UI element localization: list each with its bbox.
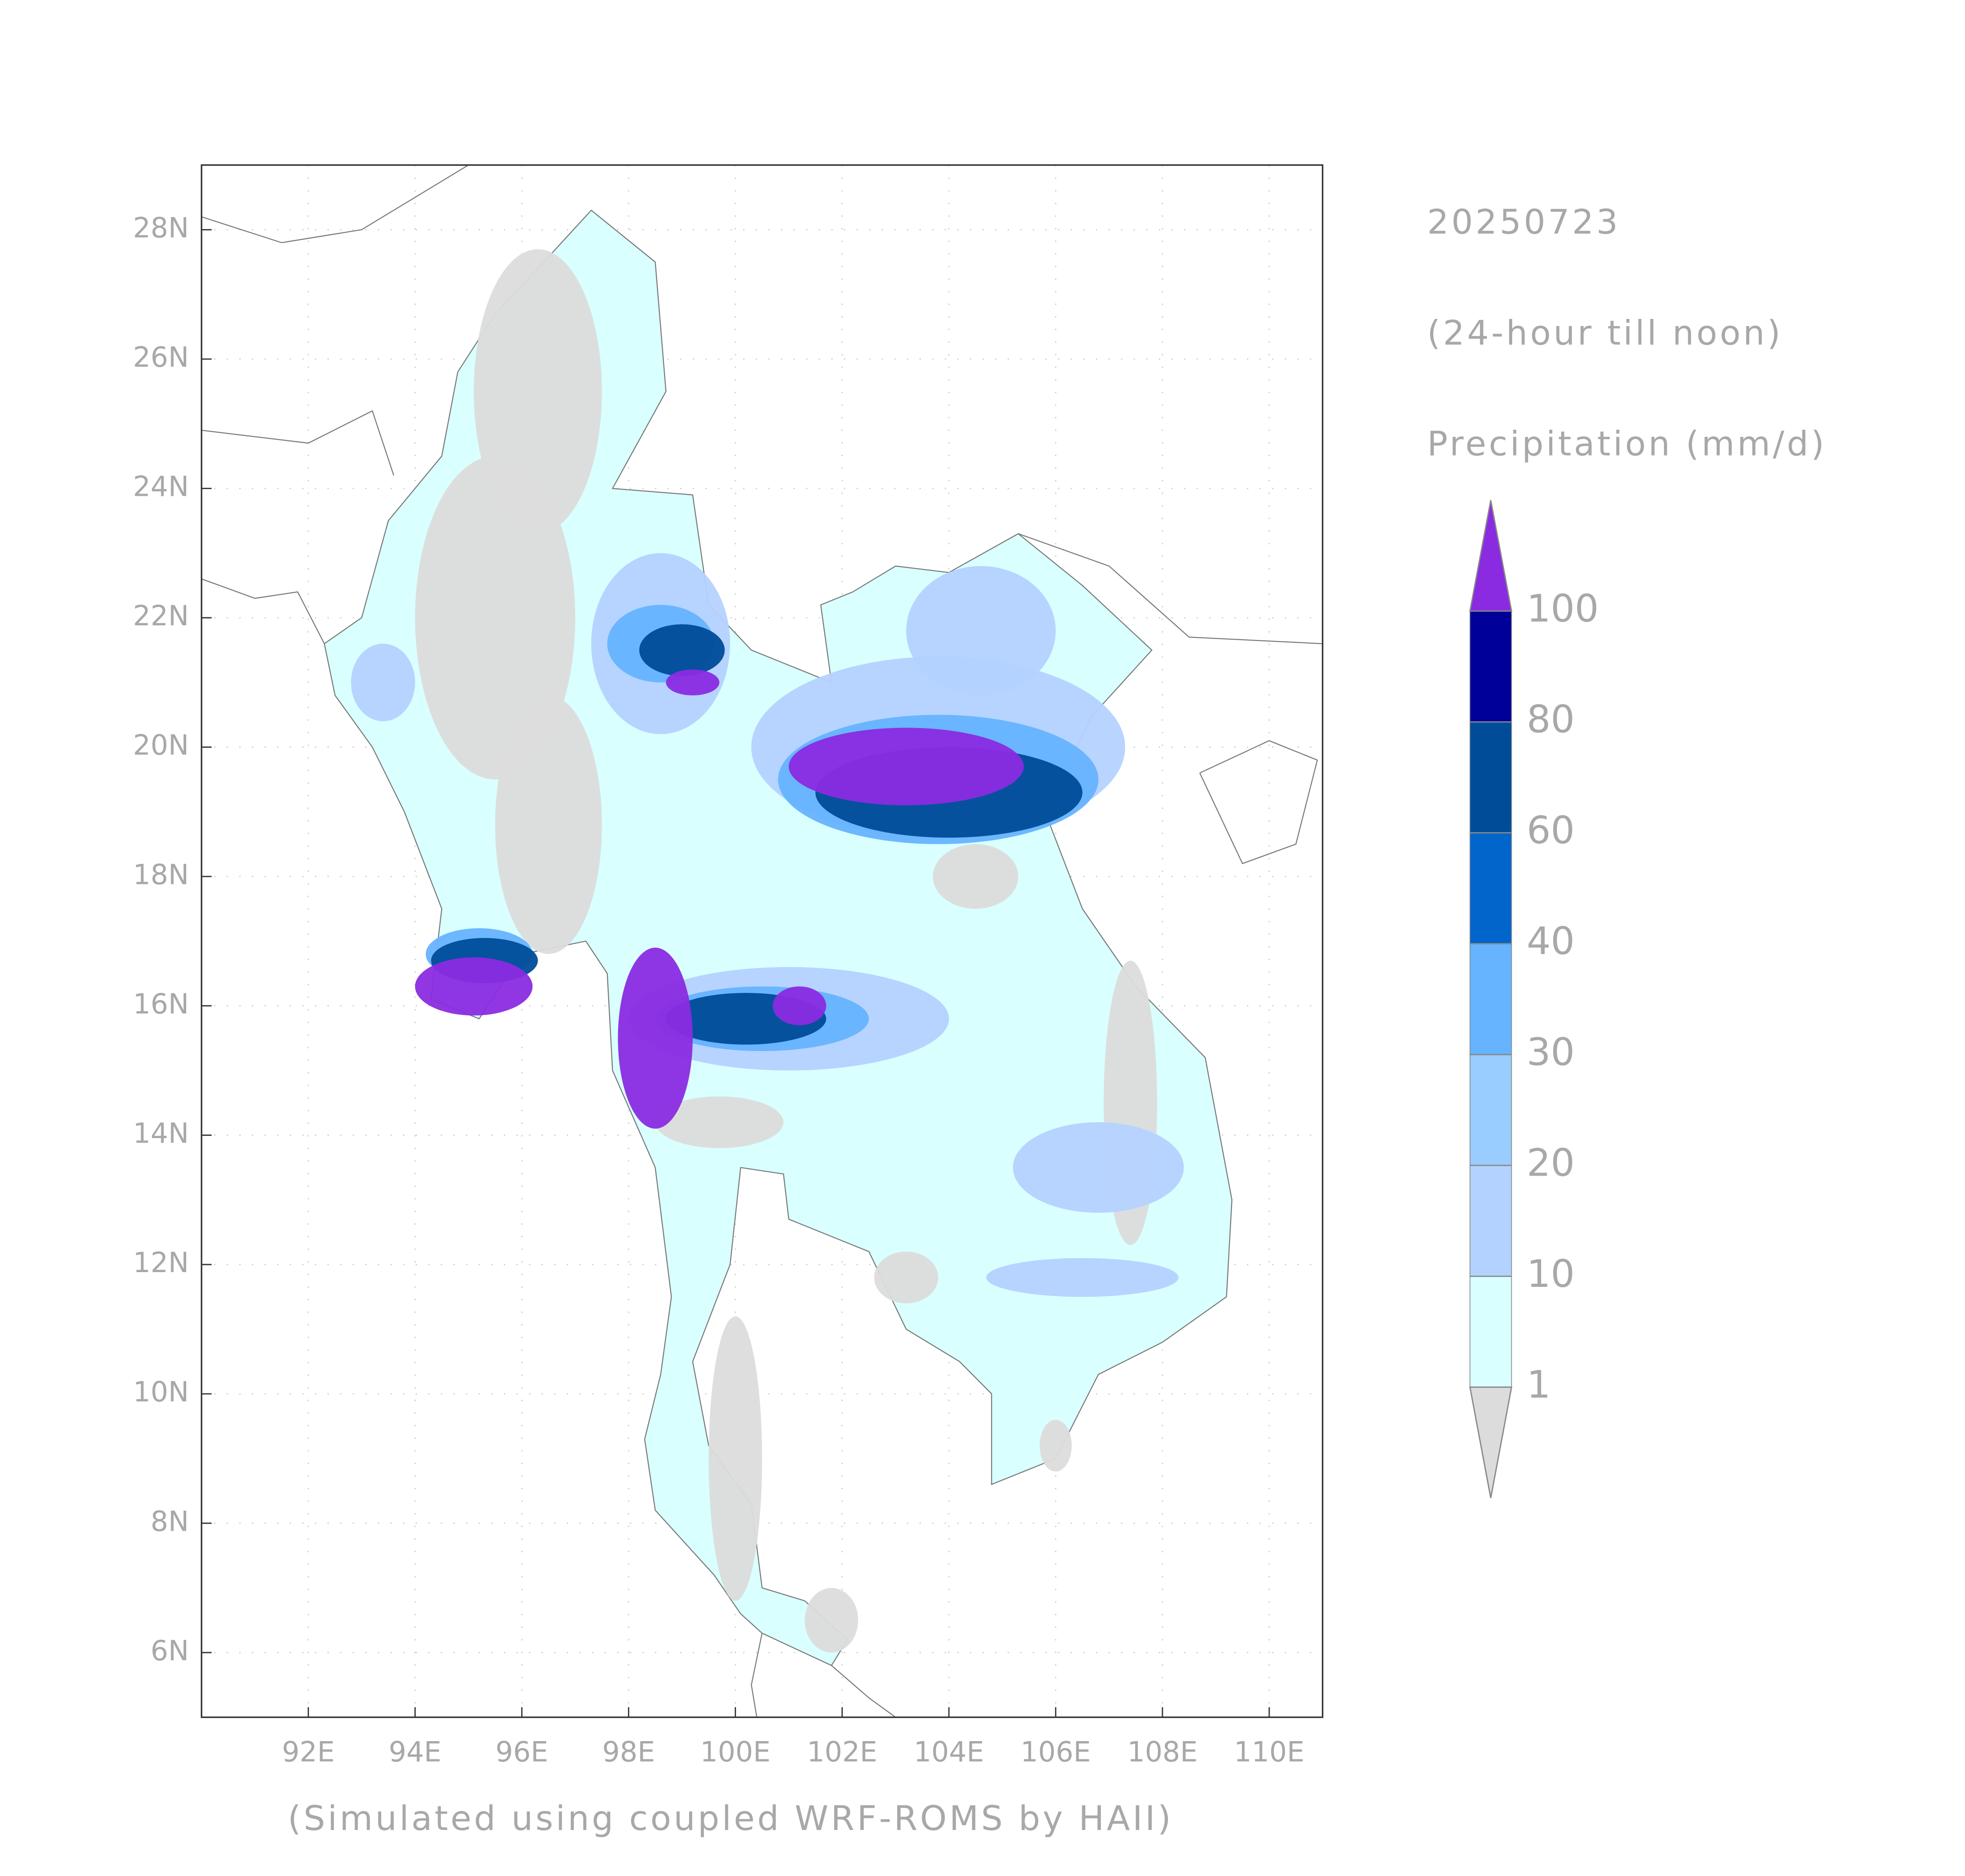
colorbar-segment bbox=[1469, 832, 1512, 944]
y-tick-label: 18N bbox=[133, 858, 189, 891]
colorbar-label: 20 bbox=[1526, 1141, 1575, 1185]
coastline bbox=[751, 1633, 763, 1717]
y-tick-label: 28N bbox=[133, 211, 189, 244]
precip-patch bbox=[415, 957, 533, 1016]
y-tick-label: 8N bbox=[151, 1505, 189, 1537]
footer: (Simulated using coupled WRF-ROMS by HAI… bbox=[288, 1798, 1173, 1838]
x-tick-label: 106E bbox=[1020, 1735, 1091, 1768]
y-tick-label: 10N bbox=[133, 1376, 189, 1408]
colorbar-label: 60 bbox=[1526, 808, 1575, 852]
x-tick-label: 104E bbox=[914, 1735, 984, 1768]
coastline bbox=[831, 1665, 896, 1717]
date-label: 20250723 bbox=[1427, 202, 1621, 242]
colorbar-label: 30 bbox=[1526, 1030, 1575, 1074]
precip-patch bbox=[789, 728, 1024, 805]
y-tick-label: 6N bbox=[151, 1634, 189, 1667]
precip-patch bbox=[1013, 1122, 1184, 1213]
x-tick-label: 102E bbox=[807, 1735, 878, 1768]
colorbar-above bbox=[1469, 500, 1513, 612]
colorbar-label: 80 bbox=[1526, 697, 1575, 741]
colorbar-segment bbox=[1469, 943, 1512, 1055]
precip-patch bbox=[906, 566, 1056, 695]
precip-patch bbox=[805, 1588, 858, 1653]
precip-patch bbox=[639, 624, 725, 676]
x-tick-label: 110E bbox=[1234, 1735, 1304, 1768]
x-tick-label: 94E bbox=[389, 1735, 441, 1768]
x-tick-label: 98E bbox=[602, 1735, 655, 1768]
y-tick-label: 16N bbox=[133, 988, 189, 1020]
precip-patch bbox=[666, 669, 719, 695]
y-tick-label: 24N bbox=[133, 470, 189, 503]
colorbar-segment bbox=[1469, 1165, 1512, 1277]
y-tick-label: 12N bbox=[133, 1246, 189, 1279]
colorbar-label: 100 bbox=[1526, 586, 1598, 630]
precip-patch bbox=[351, 644, 415, 721]
colorbar-segment bbox=[1469, 721, 1512, 833]
precip-patch bbox=[932, 844, 1019, 909]
precip-patch bbox=[773, 986, 826, 1026]
y-tick-label: 14N bbox=[133, 1117, 189, 1150]
subtitle: (24-hour till noon) bbox=[1427, 313, 1783, 352]
colorbar-label: 40 bbox=[1526, 919, 1575, 963]
map-area bbox=[201, 165, 1323, 1717]
coastline bbox=[201, 578, 325, 644]
precip-patch bbox=[415, 456, 576, 779]
colorbar-label: 1 bbox=[1526, 1362, 1551, 1407]
map-frame bbox=[201, 164, 1324, 1718]
x-tick-label: 100E bbox=[700, 1735, 771, 1768]
precip-patch bbox=[495, 695, 602, 954]
colorbar-segment bbox=[1469, 611, 1512, 723]
y-tick-label: 20N bbox=[133, 729, 189, 762]
y-tick-label: 26N bbox=[133, 341, 189, 373]
precip-patch bbox=[708, 1316, 762, 1601]
x-tick-label: 108E bbox=[1127, 1735, 1198, 1768]
coastline bbox=[201, 410, 394, 476]
precip-patch bbox=[618, 947, 693, 1129]
precip-patch bbox=[874, 1252, 938, 1303]
precip-patch bbox=[1039, 1420, 1072, 1472]
precip-patch bbox=[655, 1096, 784, 1148]
colorbar-segment bbox=[1469, 1276, 1512, 1388]
y-tick-label: 22N bbox=[133, 599, 189, 632]
coastline bbox=[201, 165, 469, 243]
variable-label: Precipitation (mm/d) bbox=[1427, 424, 1827, 464]
colorbar-below bbox=[1469, 1386, 1513, 1499]
coastline bbox=[1018, 533, 1323, 645]
x-tick-label: 96E bbox=[495, 1735, 548, 1768]
coastline bbox=[1199, 740, 1318, 864]
colorbar: 1 10 20 30 40 60 80 100 bbox=[1469, 500, 1599, 1499]
precip-patch bbox=[986, 1258, 1179, 1297]
x-tick-label: 92E bbox=[282, 1735, 334, 1768]
colorbar-label: 10 bbox=[1526, 1252, 1575, 1296]
colorbar-segment bbox=[1469, 1054, 1512, 1166]
